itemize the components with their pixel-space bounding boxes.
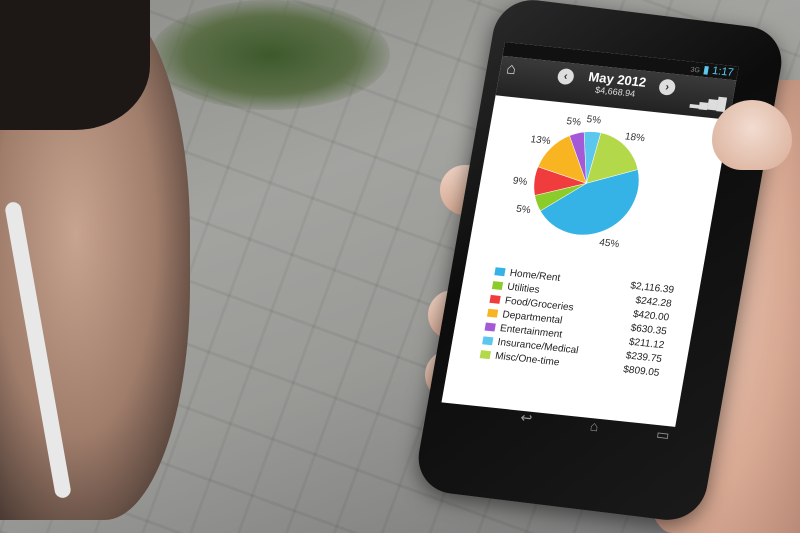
person-hair — [0, 0, 150, 130]
pie-chart: 45% 5% 9% 13% 5% 5% 18% — [512, 114, 646, 250]
legend: Home/Rent $2,116.39 Utilities $242.28 Food/G… — [479, 264, 675, 380]
network-indicator: 3G — [689, 66, 701, 75]
pie-percent-label: 9% — [512, 176, 528, 188]
pie-percent-label: 5% — [566, 116, 582, 128]
pie-percent-label: 5% — [515, 204, 531, 216]
pie-slice-home-rent — [539, 169, 640, 236]
legend-swatch — [479, 350, 491, 360]
home-icon[interactable]: ⌂ — [589, 417, 600, 435]
legend-swatch — [482, 336, 494, 346]
recents-icon[interactable]: ▭ — [655, 425, 671, 444]
back-icon[interactable]: ↩ — [519, 408, 534, 427]
bar-chart-icon[interactable]: ▂▄▆█ — [689, 93, 728, 112]
thumb — [712, 100, 792, 170]
legend-swatch — [491, 281, 504, 291]
clock: 1:17 — [711, 64, 735, 79]
phone-screen: 3G ▮ 1:17 ⌂ ‹ May 2012 $4,668.94 › ▂▄▆█ … — [441, 42, 739, 427]
background-plant — [150, 0, 390, 110]
pie-slice-misc-one-time — [586, 132, 639, 184]
pie-percent-label: 45% — [598, 237, 620, 250]
legend-swatch — [484, 322, 496, 332]
legend-swatch — [494, 267, 506, 277]
pie-percent-label: 18% — [624, 131, 646, 144]
legend-swatch — [486, 308, 499, 318]
pie-percent-label: 13% — [530, 134, 552, 147]
pie-percent-label: 5% — [586, 114, 602, 126]
legend-swatch — [489, 294, 501, 304]
